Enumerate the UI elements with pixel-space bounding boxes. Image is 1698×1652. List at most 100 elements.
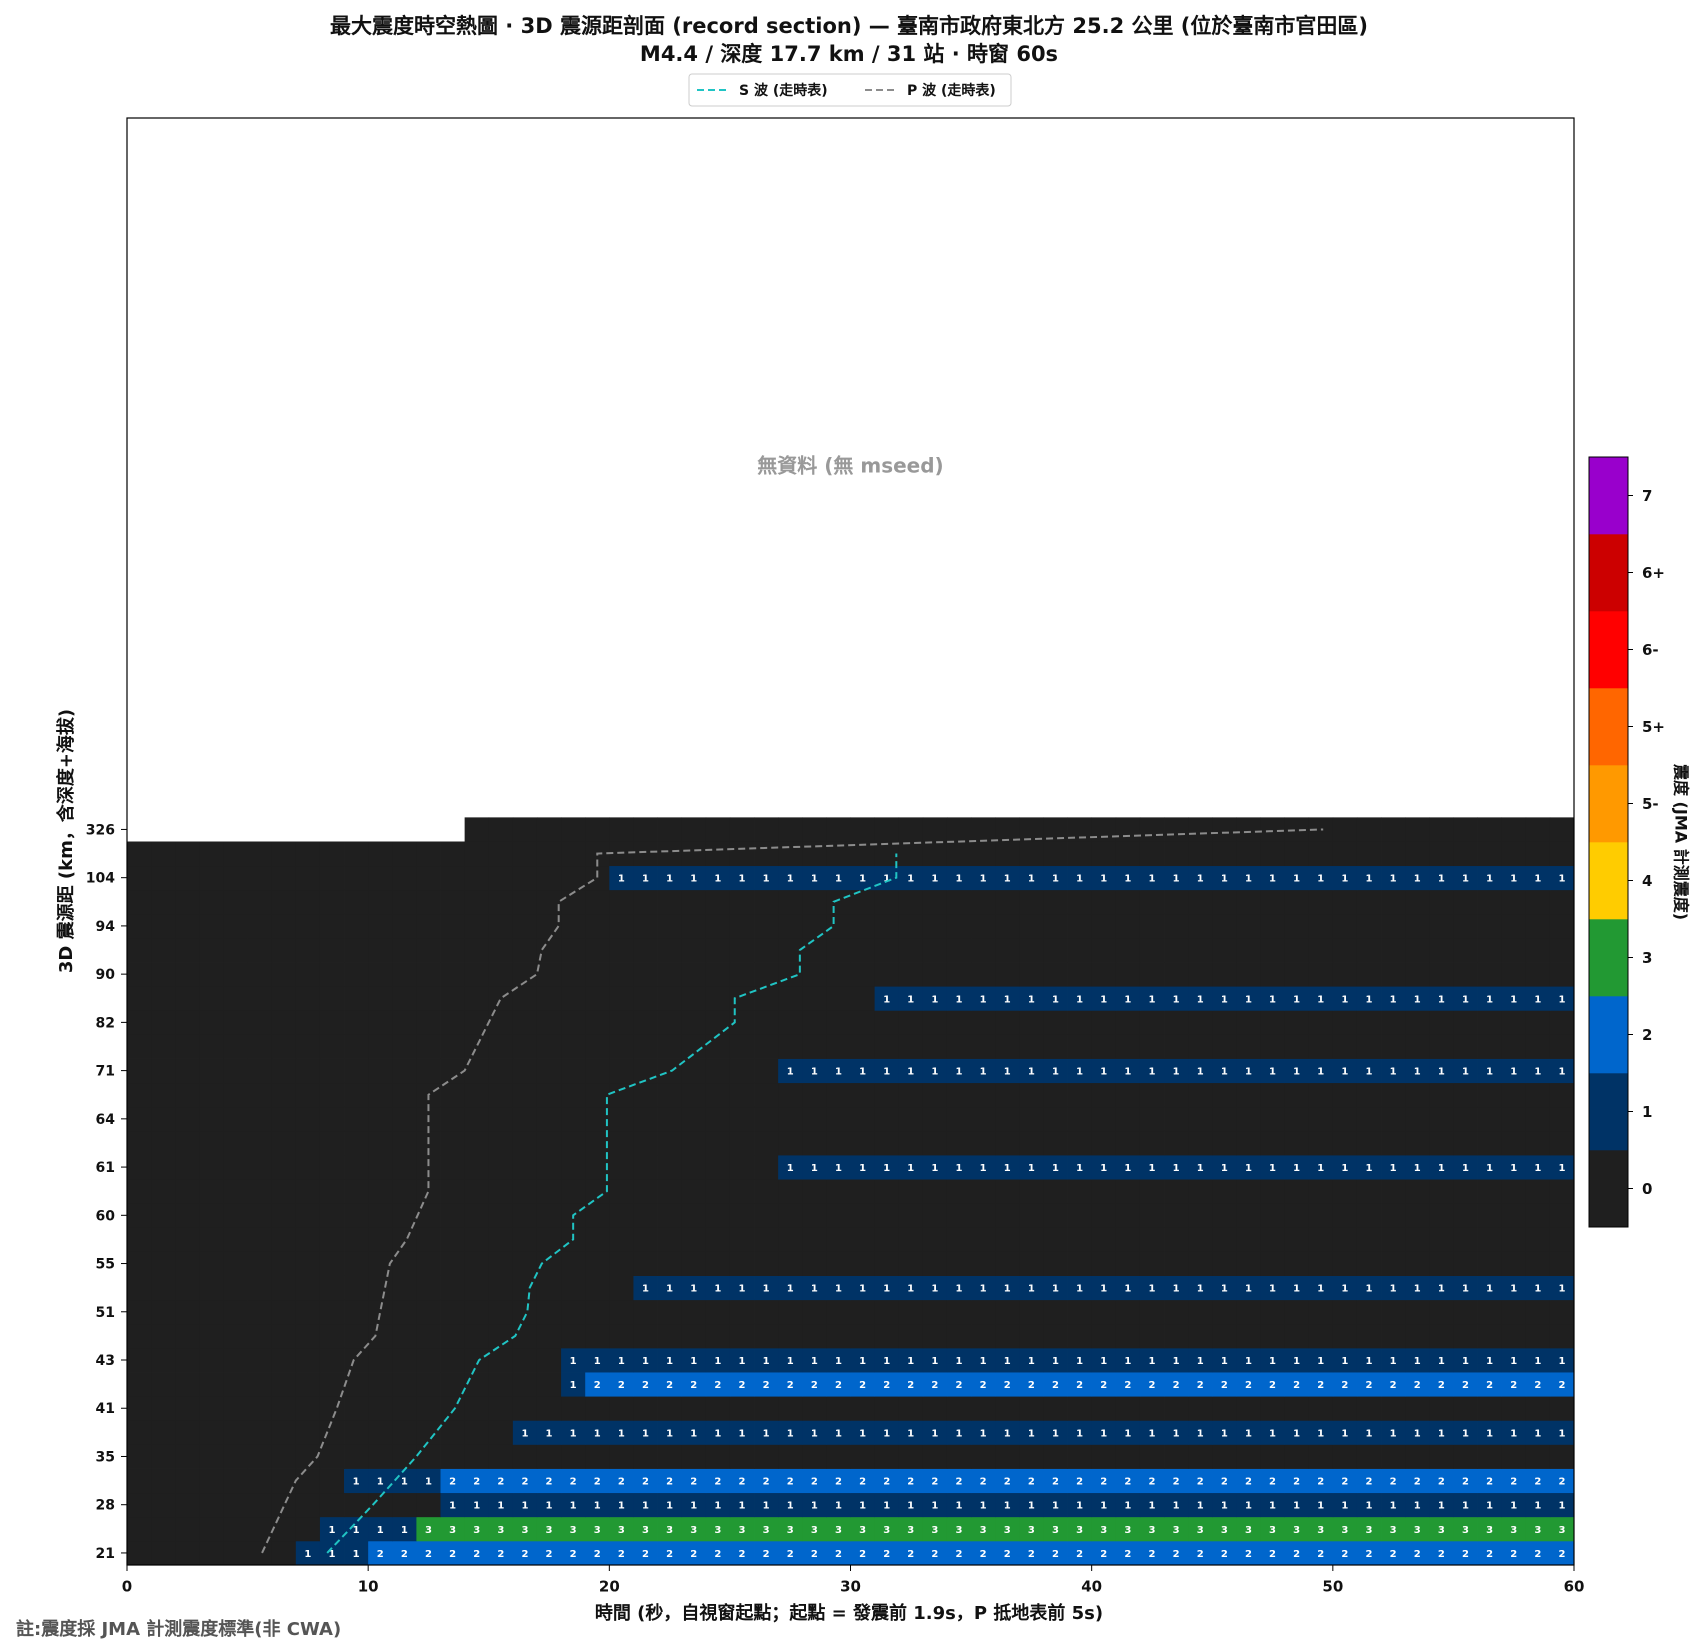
cell-label: 1 <box>835 1501 842 1512</box>
heat-cell <box>440 889 466 915</box>
cell-label: 1 <box>980 1428 987 1439</box>
heat-cell <box>1188 1540 1213 1566</box>
heat-cell <box>512 1251 538 1276</box>
heat-cell <box>416 962 441 987</box>
cell-label: 1 <box>1028 1428 1035 1439</box>
heat-cell <box>368 1058 393 1084</box>
cell-label: 2 <box>1486 1549 1493 1560</box>
heat-cell <box>633 1492 658 1518</box>
heat-cell <box>1019 1275 1044 1301</box>
cell-label: 3 <box>787 1525 794 1536</box>
heat-cell <box>1284 1444 1310 1469</box>
heat-cell <box>1308 1444 1334 1469</box>
cell-label: 2 <box>1028 1549 1035 1560</box>
heat-cell <box>319 1299 345 1325</box>
heat-cell <box>512 1130 538 1156</box>
heat-cell <box>585 817 610 842</box>
heat-cell <box>223 1323 248 1349</box>
heat-cell <box>585 1082 610 1108</box>
heat-cell <box>995 1106 1020 1132</box>
heat-cell <box>319 1396 345 1421</box>
cell-label: 1 <box>1510 1067 1517 1078</box>
heat-cell <box>1188 889 1213 915</box>
heat-cell <box>1115 913 1141 939</box>
heat-cell <box>1188 1492 1213 1518</box>
cell-label: 1 <box>1221 1067 1228 1078</box>
heat-cell <box>754 1179 779 1204</box>
heat-cell <box>585 1227 610 1252</box>
heat-cell <box>440 913 466 939</box>
cell-label: 1 <box>1486 1356 1493 1367</box>
heat-cell <box>368 865 393 891</box>
heat-cell <box>247 1130 273 1156</box>
heat-cell <box>488 986 514 1011</box>
heat-cell <box>1429 1492 1454 1518</box>
heat-cell <box>1091 1082 1117 1108</box>
heat-cell <box>344 865 369 891</box>
heat-cell <box>127 1034 152 1059</box>
cell-label: 1 <box>1004 994 1011 1005</box>
heat-cell <box>1477 889 1503 915</box>
heat-cell <box>995 1082 1020 1108</box>
heat-cell <box>1067 1323 1093 1349</box>
heat-cell <box>1115 1082 1141 1108</box>
cell-label: 1 <box>1245 1067 1252 1078</box>
heat-cell <box>922 937 948 963</box>
heat-cell <box>1115 1010 1141 1035</box>
cell-label: 1 <box>1052 1428 1059 1439</box>
heat-cell <box>1381 1130 1406 1156</box>
heat-cell <box>464 986 490 1011</box>
heat-cell <box>368 1034 393 1059</box>
heat-cell <box>536 1444 562 1469</box>
heat-cell <box>995 1540 1020 1566</box>
heat-cell <box>1236 1275 1261 1301</box>
heat-cell <box>199 937 224 963</box>
heat-cell <box>1284 962 1310 987</box>
heat-cell <box>295 913 321 939</box>
heat-cell <box>1115 1468 1141 1494</box>
heat-cell <box>778 1468 803 1494</box>
heat-cell <box>151 1347 176 1373</box>
heat-cell <box>1308 1203 1334 1228</box>
heat-cell <box>175 1155 200 1180</box>
cell-label: 1 <box>1462 1067 1469 1078</box>
heat-cell <box>1525 1468 1551 1494</box>
heat-cell <box>754 1540 779 1566</box>
heat-cell <box>561 1492 586 1518</box>
cell-label: 1 <box>1197 994 1204 1005</box>
heat-cell <box>898 962 924 987</box>
heat-cell <box>946 986 972 1011</box>
heat-cell <box>1043 1420 1068 1445</box>
heat-cell <box>151 1130 176 1156</box>
heat-cell <box>488 1251 514 1276</box>
cell-label: 1 <box>1558 1428 1565 1439</box>
cell-label: 2 <box>787 1549 794 1560</box>
heat-cell <box>175 1275 200 1301</box>
colorbar-tick-label: 3 <box>1642 949 1652 967</box>
heat-cell <box>609 962 634 987</box>
cell-label: 1 <box>907 1067 914 1078</box>
cell-label: 3 <box>1221 1525 1228 1536</box>
heat-cell <box>247 1203 273 1228</box>
cell-label: 2 <box>1269 1477 1276 1488</box>
heat-cell <box>199 1058 224 1084</box>
heat-cell <box>802 962 827 987</box>
heat-cell <box>1429 1034 1454 1059</box>
heat-cell <box>1453 1299 1478 1325</box>
cell-label: 2 <box>811 1477 818 1488</box>
heat-cell <box>1188 1323 1213 1349</box>
cell-label: 1 <box>594 1501 601 1512</box>
heat-cell <box>464 1492 490 1518</box>
heat-cell <box>657 1516 683 1542</box>
heat-cell <box>1284 1106 1310 1132</box>
heat-cell <box>754 1299 779 1325</box>
heat-cell <box>1308 1492 1334 1518</box>
cell-label: 1 <box>642 1356 649 1367</box>
heat-cell <box>392 1299 417 1325</box>
cell-label: 2 <box>1028 1380 1035 1391</box>
heat-cell <box>1188 1444 1213 1469</box>
heat-cell <box>1212 1372 1237 1397</box>
heat-cell <box>778 1396 803 1421</box>
heat-cell <box>1525 986 1551 1011</box>
cell-label: 2 <box>1558 1380 1565 1391</box>
